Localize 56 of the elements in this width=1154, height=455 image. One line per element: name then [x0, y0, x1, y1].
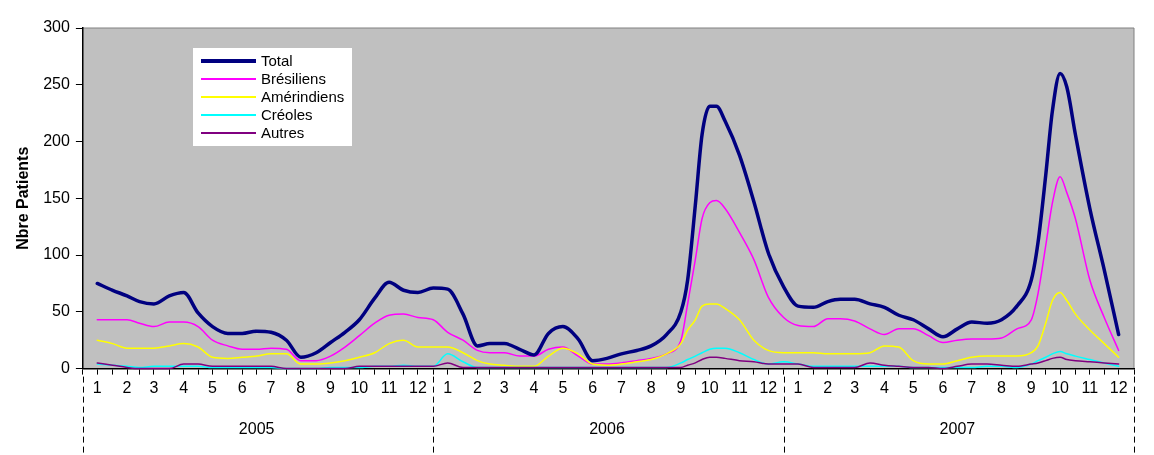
x2-tick-label: 2007 [939, 419, 976, 437]
x-tick-label: 4 [529, 378, 539, 396]
x-tick-label: 11 [1081, 378, 1099, 396]
x-tick-label: 12 [759, 378, 778, 396]
x-tick-label: 3 [499, 378, 509, 396]
x-tick-label: 1 [443, 378, 453, 396]
legend-label: Créoles [260, 106, 313, 124]
y-tick-label: 150 [43, 188, 70, 206]
x-tick-label: 9 [326, 378, 336, 396]
y-tick-label: 0 [60, 359, 70, 377]
y-tick-label: 200 [43, 131, 70, 149]
x-tick-label: 1 [92, 378, 102, 396]
x-tick-label: 12 [1109, 378, 1128, 396]
x-tick-label: 6 [237, 378, 247, 396]
x-tick-label: 8 [296, 378, 306, 396]
y-tick-label: 100 [43, 245, 70, 263]
x-tick-label: 8 [646, 378, 656, 396]
x-tick-label: 10 [350, 378, 369, 396]
x-tick-label: 7 [616, 378, 626, 396]
x-tick-label: 3 [149, 378, 159, 396]
line-series [96, 356, 1120, 370]
x-tick-label: 5 [558, 378, 568, 396]
x-tick-label: 12 [409, 378, 427, 396]
y-tick-label: 250 [43, 75, 70, 93]
line-series [96, 291, 1120, 368]
x-tick-label: 7 [967, 378, 977, 396]
x2-tick-label: 2006 [589, 419, 625, 437]
x2-tick-label: 2005 [238, 419, 275, 437]
x-tick-label: 5 [908, 378, 918, 396]
line-series [95, 71, 1121, 363]
x-tick-label: 6 [588, 378, 598, 396]
x-tick-label: 11 [380, 378, 398, 396]
line-series [96, 175, 1120, 365]
x-tick-label: 11 [731, 378, 748, 396]
x-tick-label: 3 [850, 378, 860, 396]
x-tick-label: 8 [997, 378, 1007, 396]
x-tick-label: 4 [179, 378, 189, 396]
legend-label: Brésiliens [260, 70, 326, 88]
x-tick-label: 2 [823, 378, 833, 396]
x-tick-label: 9 [676, 378, 686, 396]
y-axis-title: Nbre Patients [14, 146, 32, 250]
x-tick-label: 5 [208, 378, 218, 396]
x-tick-label: 10 [700, 378, 719, 396]
y-tick-label: 50 [52, 302, 70, 320]
x-tick-label: 9 [1026, 378, 1036, 396]
x-tick-label: 6 [938, 378, 948, 396]
legend-label: Autres [260, 124, 305, 142]
legend-label: Amérindiens [260, 88, 345, 106]
x-tick-label: 2 [472, 378, 482, 396]
legend-label: Total [260, 52, 293, 70]
x-tick-label: 4 [879, 378, 889, 396]
x-tick-label: 2 [122, 378, 132, 396]
x-tick-label: 7 [266, 378, 276, 396]
x-tick-label: 10 [1051, 378, 1070, 396]
y-tick-label: 300 [43, 18, 70, 36]
x-tick-label: 1 [793, 378, 803, 396]
